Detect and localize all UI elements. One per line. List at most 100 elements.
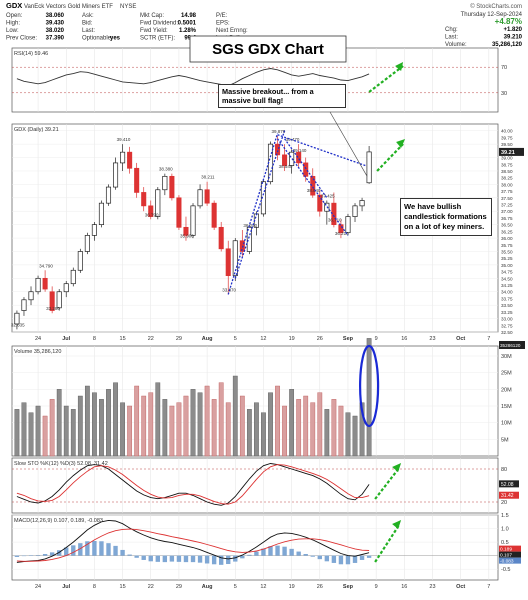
price-point-label: 38.211 <box>201 175 215 180</box>
volume-bar <box>28 412 34 457</box>
volume-bar <box>183 395 189 457</box>
price-point-label: 34.790 <box>39 263 53 268</box>
volume-bar <box>359 402 365 457</box>
stat-key: Low: <box>6 28 19 34</box>
volume-bar <box>296 399 302 457</box>
macd-histogram-bar <box>64 547 69 556</box>
price-point-label: 38.040 <box>307 188 321 193</box>
price-tick-label: 34.50 <box>501 276 513 281</box>
stochastic-d-line <box>16 464 370 505</box>
bullish-callout: We have bullish candlestick formations o… <box>400 198 492 236</box>
price-point-label: 36.710 <box>328 218 342 223</box>
volume-last-box <box>499 341 525 349</box>
candle-up <box>77 251 83 271</box>
x-tick-label-bottom: Aug <box>202 584 213 590</box>
candle-down <box>169 175 175 199</box>
volume-bar <box>317 392 323 457</box>
macd-histogram-bar <box>261 548 266 556</box>
breakout-callout: Massive breakout... from a massive bull … <box>218 84 346 109</box>
breakout-annotation: Massive breakout... from a massive bull … <box>218 84 346 109</box>
volume-bar <box>141 395 147 457</box>
macd-histogram-bar <box>296 551 301 556</box>
x-tick-label: Sep <box>343 336 354 342</box>
macd-histogram-bar <box>268 546 273 556</box>
volume-bar <box>106 389 111 457</box>
macd-histogram-bar <box>78 543 83 556</box>
price-tick-label: 37.75 <box>501 189 513 194</box>
x-tick-label-bottom: 12 <box>260 584 266 590</box>
macd-histogram-bar <box>366 555 372 558</box>
stat-key: Optionable: <box>82 36 113 42</box>
stat-key: EPS: <box>216 21 230 27</box>
stochastic-k-line <box>16 463 370 506</box>
candle-up <box>345 216 351 234</box>
x-tick-label-bottom: 19 <box>289 584 295 590</box>
stochastic-tick-label: 80 <box>501 467 507 473</box>
candle-up <box>197 189 203 207</box>
stat-key: Last: <box>445 35 458 41</box>
volume-bar <box>366 338 372 457</box>
price-point-label: 36.210 <box>335 231 349 236</box>
volume-bar <box>162 399 168 457</box>
stochastic-arrow <box>374 467 400 500</box>
price-tick-label: 37.25 <box>501 203 513 208</box>
x-tick-label: 19 <box>289 336 295 342</box>
candle-down <box>49 291 55 311</box>
rsi-tick-label: 70 <box>501 65 507 71</box>
rsi-title: RSI(14) 59.46 <box>14 51 48 57</box>
volume-bar <box>352 415 358 457</box>
candle-up <box>84 235 90 252</box>
volume-bar <box>148 392 154 457</box>
macd-last-box <box>499 557 521 564</box>
volume-bar <box>338 405 344 457</box>
x-tick-label: Jul <box>62 336 70 342</box>
volume-bar <box>197 392 203 457</box>
macd-histogram-bar <box>141 555 146 560</box>
stat-value: 14.98 <box>181 13 197 19</box>
price-tick-label: 32.50 <box>501 330 513 335</box>
volume-bar <box>42 415 48 457</box>
price-tick-label: 33.25 <box>501 310 513 315</box>
macd-histogram-bar <box>190 555 196 563</box>
candle-down <box>183 226 189 236</box>
macd-last-label: 0.189 <box>500 547 512 553</box>
macd-histogram-bar <box>85 541 90 556</box>
candle-up <box>155 189 161 217</box>
stat-value: +1.820 <box>503 27 522 33</box>
stat-value: 38.060 <box>46 13 65 19</box>
candle-up <box>162 175 168 191</box>
candle-up <box>63 283 69 293</box>
price-tick-label: 36.00 <box>501 236 513 241</box>
macd-histogram-bar <box>310 555 315 557</box>
candle-down <box>310 175 316 196</box>
macd-histogram-bar <box>219 555 224 565</box>
stat-value: 38.020 <box>46 28 65 34</box>
rsi-line <box>16 68 370 87</box>
flag-lower-line <box>277 138 349 236</box>
price-tick-label: 40.00 <box>501 129 513 134</box>
macd-tick-label: -0.5 <box>501 567 510 573</box>
chart-title: SGS GDX Chart <box>212 41 324 58</box>
macd-histogram-bar <box>127 554 132 556</box>
price-point-label: 32.635 <box>11 322 25 327</box>
price-tick-label: 33.75 <box>501 296 513 301</box>
stat-key: Next Ernng: <box>216 28 248 34</box>
macd-histogram-bar <box>324 555 330 562</box>
volume-tick-label: 5M <box>501 437 509 443</box>
stochastic-arrow-head <box>392 463 402 472</box>
macd-histogram-bar <box>99 541 104 556</box>
candle-down <box>42 277 48 290</box>
stat-key: Fwd Yield: <box>140 28 168 34</box>
macd-histogram-bar <box>21 555 27 557</box>
candle-up <box>35 277 41 293</box>
x-tick-label: 23 <box>429 336 435 342</box>
macd-signal-line <box>16 528 370 562</box>
x-tick-label: 7 <box>487 336 490 342</box>
volume-bar <box>254 402 259 457</box>
x-tick-label: 26 <box>317 336 323 342</box>
price-point-label: 37.425 <box>321 193 335 198</box>
macd-histogram-bar <box>14 555 20 557</box>
price-point-label: 38.380 <box>159 167 173 172</box>
x-tick-label-bottom: 26 <box>317 584 323 590</box>
price-tick-label: 39.50 <box>501 142 513 147</box>
